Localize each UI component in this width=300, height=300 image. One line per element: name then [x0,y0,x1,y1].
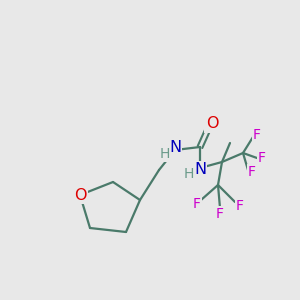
Text: O: O [74,188,86,202]
Text: H: H [160,147,170,161]
Text: N: N [194,163,206,178]
Text: O: O [206,116,218,131]
Text: F: F [193,197,201,211]
Text: F: F [253,128,261,142]
Text: F: F [236,199,244,213]
Text: N: N [169,140,181,155]
Text: H: H [184,167,194,181]
Text: F: F [258,151,266,165]
Text: F: F [216,207,224,221]
Text: F: F [248,165,256,179]
